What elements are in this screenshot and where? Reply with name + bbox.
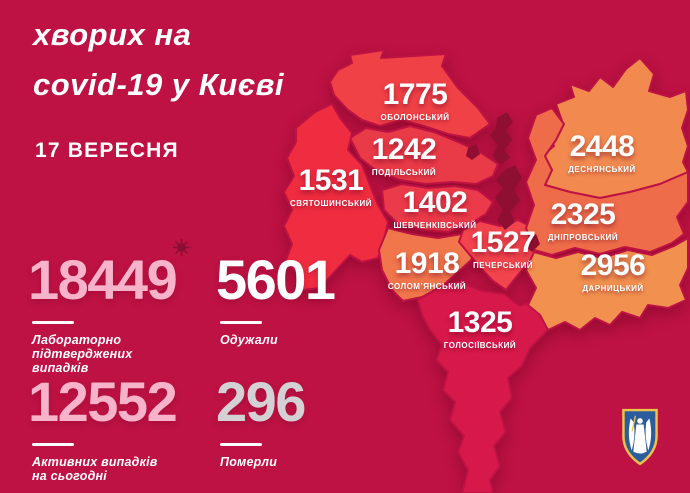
archangel-sword: [631, 415, 637, 432]
district-case-count: 2956: [580, 249, 646, 282]
stat-label-line: Лабораторно: [32, 333, 122, 347]
district-region-darnytskyi: [525, 237, 689, 331]
district-name: ПОДІЛЬСЬКИЙ: [371, 168, 437, 177]
title-line1: хворих на: [33, 17, 192, 52]
district-case-count: 1325: [447, 306, 513, 339]
district-name: ДАРНИЦЬКИЙ: [582, 284, 644, 293]
dnipro-river-island: [525, 234, 540, 252]
district-regions: [283, 49, 689, 493]
coronavirus-icon: [172, 238, 191, 257]
district-name: ГОЛОСІЇВСЬКИЙ: [443, 341, 517, 350]
district-case-count: 1242: [371, 133, 437, 166]
district-region-podilskyi: [349, 125, 499, 185]
dnipro-river-island: [490, 112, 513, 165]
district-case-count: 1531: [298, 164, 364, 197]
district-label-obolonskyi: 1775 ОБОЛОНСЬКИЙ: [380, 78, 450, 123]
district-label-holosiivskyi: 1325 ГОЛОСІЇВСЬКИЙ: [443, 306, 517, 351]
stat-label-line: на сьогодні: [32, 468, 107, 483]
district-name: ДНІПРОВСЬКИЙ: [547, 233, 619, 242]
dnipro-river-island: [495, 165, 522, 230]
stat-label: Одужали: [220, 333, 335, 348]
stat-value: 5601: [216, 248, 336, 311]
district-name: ПЕЧЕРСЬКИЙ: [472, 261, 534, 270]
stat-underline: [32, 321, 74, 324]
district-name: ОБОЛОНСЬКИЙ: [380, 113, 450, 122]
district-region-solomianskyi: [378, 227, 481, 302]
page-title: хворих на covid-19 у Києві: [33, 10, 284, 110]
district-label-shevchenkivskyi: 1402 ШЕВЧЕНКІВСЬКИЙ: [393, 186, 477, 231]
district-label-podilskyi: 1242 ПОДІЛЬСЬКИЙ: [371, 133, 437, 178]
date-label: 17 ВЕРЕСНЯ: [35, 139, 179, 162]
stat-label-line: Активних випадків: [32, 455, 158, 469]
coronavirus-icon-shape: [172, 238, 191, 257]
archangel-michael-figure: [628, 418, 652, 454]
district-case-count: 2448: [569, 130, 635, 163]
stat-label: Померли: [220, 455, 305, 470]
district-region-shevchenkivskyi: [381, 183, 494, 233]
stat-confirmed-cases: 18449 Лабораторно підтверджених випадків: [28, 248, 178, 375]
stat-recovered: 5601 Одужали: [216, 248, 336, 348]
stat-value: 12552: [28, 370, 178, 433]
stat-label-line: Померли: [220, 455, 278, 469]
stat-value: 18449: [28, 248, 178, 311]
district-region-sviatoshynskyi: [283, 103, 389, 291]
district-name: ШЕВЧЕНКІВСЬКИЙ: [393, 221, 477, 230]
district-label-sviatoshynskyi: 1531 СВЯТОШИНСЬКИЙ: [290, 164, 372, 209]
stat-value: 296: [216, 370, 306, 433]
stat-label: Активних випадків на сьогодні: [32, 455, 176, 484]
stat-label-line: Одужали: [220, 333, 278, 347]
district-region-holosiivskyi: [417, 281, 557, 493]
district-case-count: 2325: [550, 198, 616, 231]
district-region-dniprovskyi: [525, 107, 689, 256]
district-region-obolonskyi: [329, 49, 491, 139]
district-region-desnianskyi: [541, 57, 689, 199]
stat-underline: [220, 443, 262, 446]
district-case-count: 1527: [470, 226, 536, 259]
title-line2: covid-19 у Києві: [33, 67, 285, 102]
district-label-desnianskyi: 2448 ДЕСНЯНСЬКИЙ: [568, 130, 636, 175]
district-label-solomianskyi: 1918 СОЛОМ’ЯНСЬКИЙ: [387, 247, 467, 292]
district-label-darnytskyi: 2956 ДАРНИЦЬКИЙ: [580, 249, 646, 294]
stat-label: Лабораторно підтверджених випадків: [32, 333, 176, 375]
district-label-dniprovskyi: 2325 ДНІПРОВСЬКИЙ: [547, 198, 619, 243]
kyiv-coat-of-arms: [622, 408, 658, 466]
stat-label-line: підтверджених: [32, 346, 133, 361]
stat-underline: [32, 443, 74, 446]
stat-active-cases: 12552 Активних випадків на сьогодні: [28, 370, 178, 484]
district-name: ДЕСНЯНСЬКИЙ: [568, 165, 636, 174]
stat-underline: [220, 321, 262, 324]
district-case-count: 1402: [402, 186, 468, 219]
district-name: СВЯТОШИНСЬКИЙ: [290, 199, 372, 208]
district-case-count: 1775: [382, 78, 448, 111]
district-name: СОЛОМ’ЯНСЬКИЙ: [387, 282, 467, 291]
district-case-count: 1918: [394, 247, 460, 280]
dnipro-river-island: [466, 144, 480, 160]
stat-label-line: випадків: [32, 360, 89, 375]
district-label-pecherskyi: 1527 ПЕЧЕРСЬКИЙ: [470, 226, 536, 271]
stat-deaths: 296 Померли: [216, 370, 306, 470]
